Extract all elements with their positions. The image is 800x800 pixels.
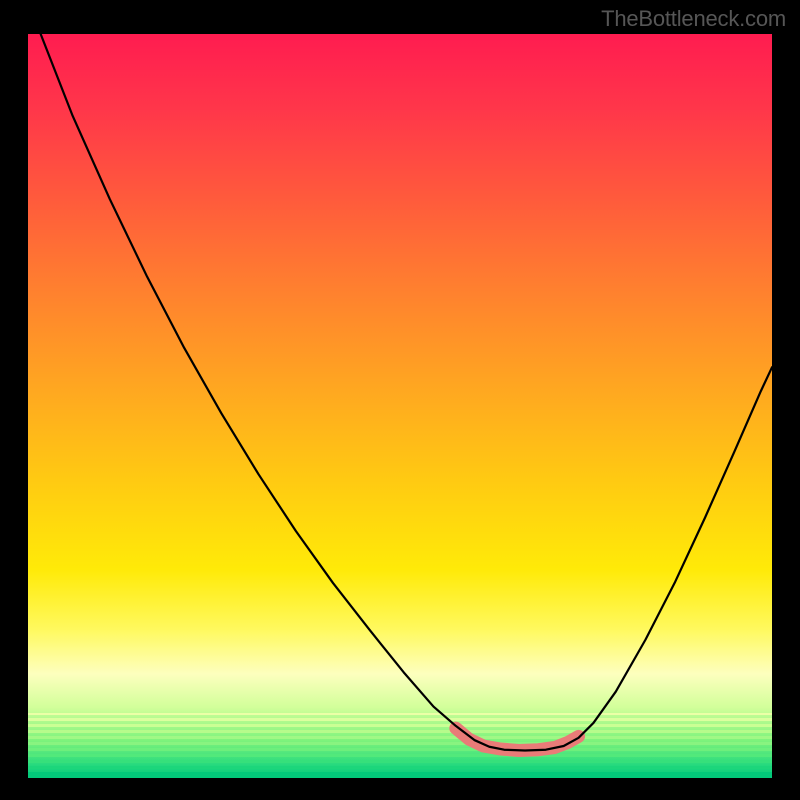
plot-area	[28, 34, 772, 778]
curve-layer	[28, 34, 772, 778]
chart-frame: TheBottleneck.com	[0, 0, 800, 800]
watermark-text: TheBottleneck.com	[601, 6, 786, 32]
bottleneck-curve	[41, 34, 772, 750]
